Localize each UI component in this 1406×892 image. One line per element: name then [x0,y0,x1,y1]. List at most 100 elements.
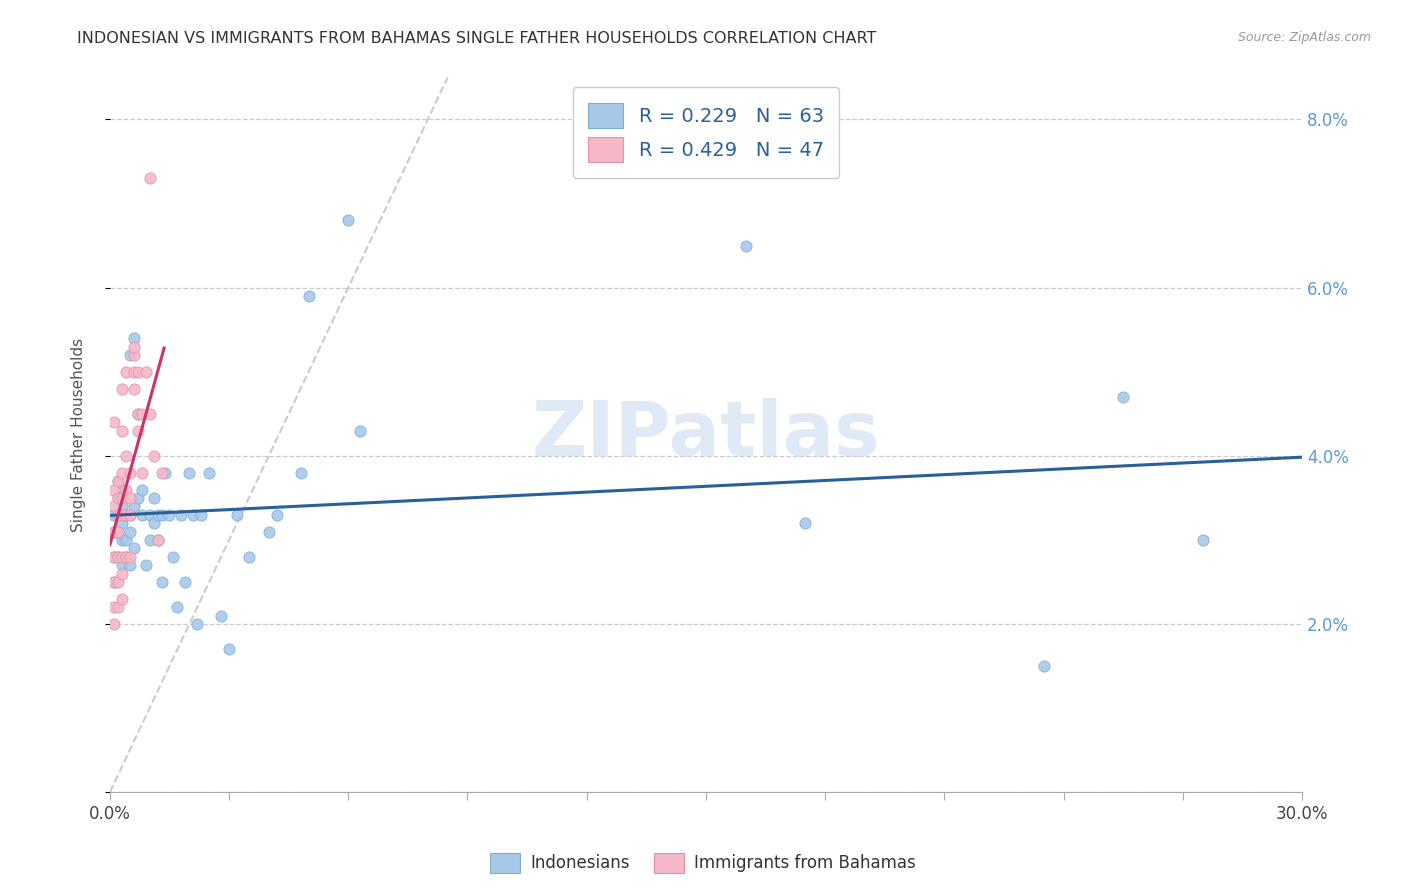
Point [103,600,125,615]
Point [103,575,125,590]
Point [103,524,125,539]
Point [138,508,160,522]
Point [107,508,129,522]
Point [127,407,149,421]
Point [107,524,129,539]
Point [142,516,165,531]
Point [146,533,169,547]
Point [107,491,129,505]
Point [122,331,145,345]
Point [111,516,134,531]
Point [107,474,129,488]
Point [103,483,125,497]
Legend: R = 0.229   N = 63, R = 0.429   N = 47: R = 0.229 N = 63, R = 0.429 N = 47 [572,87,839,178]
Point [114,549,136,564]
Point [107,474,129,488]
Point [138,171,160,186]
Point [135,365,157,379]
Point [111,483,134,497]
Point [111,533,134,547]
Point [146,508,169,522]
Point [127,407,149,421]
Point [127,491,149,505]
Point [122,541,145,556]
Point [146,533,169,547]
Point [135,558,157,573]
Point [138,533,160,547]
Point [190,508,212,522]
Point [114,449,136,463]
Point [103,549,125,564]
Point [118,348,141,362]
Point [181,508,204,522]
Point [114,549,136,564]
Point [118,524,141,539]
Point [127,424,149,438]
Point [107,600,129,615]
Point [118,491,141,505]
Point [238,549,260,564]
Point [127,365,149,379]
Point [111,549,134,564]
Point [155,466,177,480]
Point [107,575,129,590]
Point [209,608,232,623]
Text: Source: ZipAtlas.com: Source: ZipAtlas.com [1237,31,1371,45]
Point [1112,390,1135,404]
Y-axis label: Single Father Households: Single Father Households [72,338,86,532]
Point [118,558,141,573]
Point [122,340,145,354]
Point [166,600,188,615]
Point [114,533,136,547]
Point [198,466,221,480]
Point [107,508,129,522]
Point [114,508,136,522]
Point [131,407,153,421]
Point [103,549,125,564]
Point [186,617,208,632]
Point [118,508,141,522]
Point [103,617,125,632]
Point [107,524,129,539]
Point [174,575,197,590]
Point [131,466,153,480]
Point [159,508,181,522]
Point [150,575,173,590]
Point [114,508,136,522]
Point [150,508,173,522]
Point [349,424,371,438]
Point [107,491,129,505]
Point [218,642,240,657]
Legend: Indonesians, Immigrants from Bahamas: Indonesians, Immigrants from Bahamas [484,847,922,880]
Point [111,500,134,514]
Point [111,508,134,522]
Point [111,466,134,480]
Point [118,466,141,480]
Point [297,289,319,303]
Point [162,549,184,564]
Point [111,558,134,573]
Point [337,213,360,227]
Point [226,508,249,522]
Point [266,508,288,522]
Point [118,549,141,564]
Text: ZIPatlas: ZIPatlas [531,398,880,472]
Point [107,549,129,564]
Point [734,238,756,252]
Point [1191,533,1213,547]
Point [794,516,817,531]
Point [111,566,134,581]
Point [107,549,129,564]
Point [111,382,134,396]
Point [290,466,312,480]
Point [103,508,125,522]
Point [122,382,145,396]
Point [142,449,165,463]
Point [179,466,201,480]
Point [131,508,153,522]
Point [257,524,280,539]
Point [142,491,165,505]
Point [103,575,125,590]
Point [111,424,134,438]
Point [122,365,145,379]
